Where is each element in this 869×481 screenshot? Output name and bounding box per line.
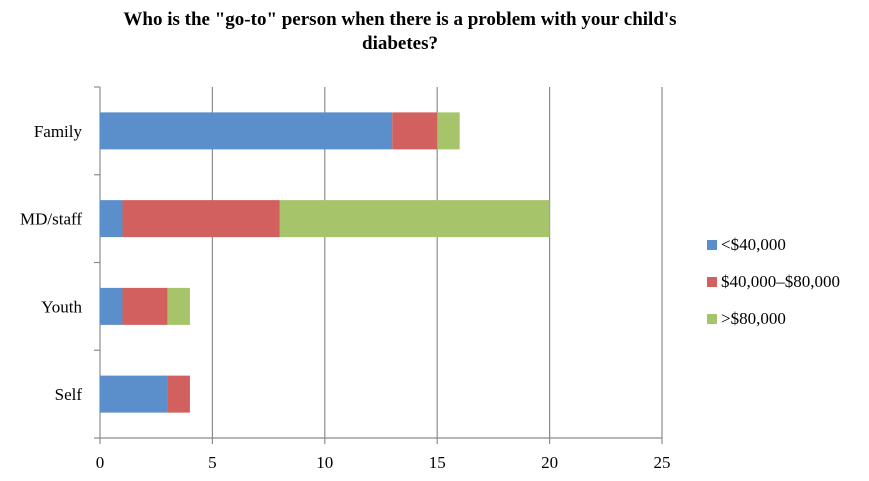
- bar-youth-series-3: [167, 287, 190, 325]
- legend-swatch-2: [707, 276, 717, 287]
- legend-item-2: $40,000–$80,000: [707, 263, 840, 300]
- bar-md-staff-series-3: [279, 200, 550, 238]
- y-tick-label-self: Self: [55, 385, 83, 404]
- legend-label-3: >$80,000: [721, 308, 786, 328]
- x-tick-label-5: 5: [208, 453, 217, 472]
- x-tick-label-10: 10: [316, 453, 333, 472]
- legend-swatch-1: [707, 239, 717, 250]
- chart-title-line-2: diabetes?: [362, 33, 438, 54]
- bar-self-series-2: [167, 375, 190, 413]
- bar-youth-series-2: [122, 287, 168, 325]
- bar-self-series-1: [100, 375, 168, 413]
- x-tick-label-15: 15: [429, 453, 446, 472]
- x-tick-label-0: 0: [96, 453, 105, 472]
- y-tick-label-md-staff: MD/staff: [20, 210, 82, 229]
- chart-title-line-1: Who is the "go-to" person when there is …: [123, 9, 677, 30]
- bar-md-staff-series-2: [122, 200, 280, 238]
- legend-item-1: <$40,000: [707, 226, 840, 263]
- bar-family-series-1: [100, 112, 393, 150]
- chart-legend: <$40,000 $40,000–$80,000 >$80,000: [707, 226, 840, 337]
- x-tick-label-20: 20: [541, 453, 558, 472]
- bar-youth-series-1: [100, 287, 123, 325]
- y-tick-label-youth: Youth: [41, 297, 82, 316]
- legend-label-2: $40,000–$80,000: [721, 271, 840, 291]
- x-tick-label-25: 25: [654, 453, 671, 472]
- legend-label-1: <$40,000: [721, 234, 786, 254]
- bar-md-staff-series-1: [100, 200, 123, 238]
- chart-title: Who is the "go-to" person when there is …: [60, 8, 740, 56]
- legend-item-3: >$80,000: [707, 300, 840, 337]
- bar-family-series-3: [437, 112, 460, 150]
- legend-swatch-3: [707, 313, 717, 324]
- y-tick-label-family: Family: [34, 122, 83, 141]
- bar-family-series-2: [392, 112, 438, 150]
